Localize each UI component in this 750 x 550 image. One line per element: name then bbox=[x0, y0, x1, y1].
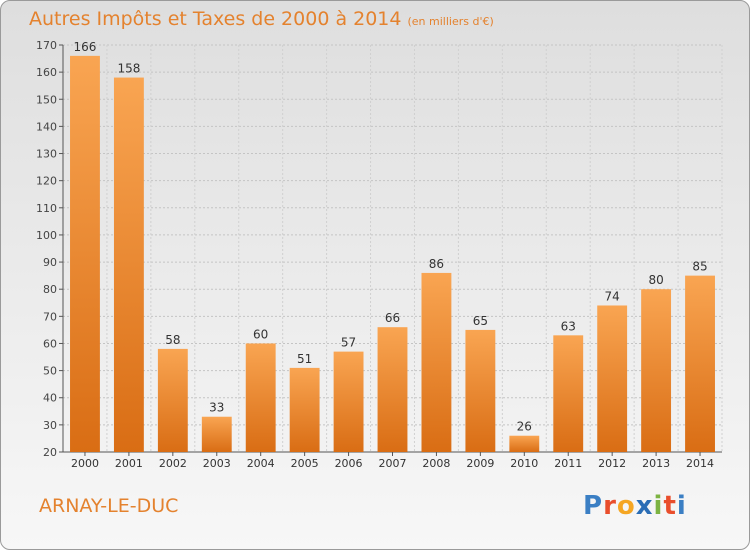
x-tick-label: 2006 bbox=[335, 457, 363, 470]
bars bbox=[70, 55, 715, 452]
commune-name: ARNAY-LE-DUC bbox=[39, 495, 179, 517]
x-tick-label: 2005 bbox=[291, 457, 319, 470]
x-tick-label: 2003 bbox=[203, 457, 231, 470]
x-tick-label: 2007 bbox=[379, 457, 407, 470]
logo-letter: P bbox=[583, 491, 604, 521]
y-tick-label: 100 bbox=[36, 229, 57, 242]
labels: 20 30 40 50 60 70 80 90 100 110 120 130 140 150 160 170… bbox=[36, 39, 714, 470]
x-tick-label: 2011 bbox=[554, 457, 582, 470]
chart-title: Autres Impôts et Taxes de 2000 à 2014 (en… bbox=[29, 8, 494, 30]
x-tick-label: 2008 bbox=[422, 457, 450, 470]
logo-letter: t bbox=[663, 491, 677, 521]
bar-value-label: 63 bbox=[561, 319, 576, 333]
logo-letter: i bbox=[676, 491, 687, 521]
bar bbox=[201, 416, 232, 452]
logo-letter: r bbox=[603, 491, 617, 521]
y-tick-label: 80 bbox=[43, 283, 57, 296]
bar-value-label: 86 bbox=[429, 257, 444, 271]
y-tick-label: 170 bbox=[36, 39, 57, 52]
logo-letter: i bbox=[653, 491, 664, 521]
y-tick-label: 150 bbox=[36, 93, 57, 106]
bar-value-label: 58 bbox=[165, 333, 180, 347]
y-tick-label: 60 bbox=[43, 337, 57, 350]
y-tick-label: 40 bbox=[43, 392, 57, 405]
x-tick-label: 2000 bbox=[71, 457, 99, 470]
x-tick-label: 2002 bbox=[159, 457, 187, 470]
logo-letter: x bbox=[635, 491, 654, 521]
bar bbox=[377, 327, 408, 452]
bar-value-label: 60 bbox=[253, 327, 268, 341]
bar-value-label: 66 bbox=[385, 311, 400, 325]
bar bbox=[245, 343, 276, 452]
bar bbox=[465, 329, 496, 452]
chart-title-text: Autres Impôts et Taxes de 2000 à 2014 bbox=[29, 8, 402, 30]
bar bbox=[597, 305, 628, 452]
bar bbox=[641, 289, 672, 452]
bar bbox=[553, 335, 584, 452]
y-tick-label: 20 bbox=[43, 446, 57, 459]
bar bbox=[157, 348, 188, 452]
y-tick-label: 140 bbox=[36, 120, 57, 133]
y-tick-label: 70 bbox=[43, 310, 57, 323]
y-tick-label: 110 bbox=[36, 202, 57, 215]
bar-value-label: 85 bbox=[692, 260, 707, 274]
bar bbox=[421, 272, 452, 452]
x-tick-label: 2001 bbox=[115, 457, 143, 470]
bar-value-label: 158 bbox=[117, 62, 140, 76]
x-tick-label: 2014 bbox=[686, 457, 714, 470]
y-tick-label: 30 bbox=[43, 419, 57, 432]
x-tick-label: 2004 bbox=[247, 457, 275, 470]
bar-value-label: 51 bbox=[297, 352, 312, 366]
chart-unit: (en milliers d'€) bbox=[407, 15, 494, 28]
bar-value-label: 65 bbox=[473, 314, 488, 328]
bar bbox=[289, 367, 320, 452]
bar bbox=[685, 275, 715, 452]
bar-value-label: 57 bbox=[341, 336, 356, 350]
bar-value-label: 33 bbox=[209, 401, 224, 415]
bar-value-label: 166 bbox=[74, 40, 97, 54]
y-tick-label: 90 bbox=[43, 256, 57, 269]
x-tick-label: 2009 bbox=[466, 457, 494, 470]
logo-letter: o bbox=[616, 491, 636, 521]
y-tick-label: 160 bbox=[36, 66, 57, 79]
x-tick-label: 2013 bbox=[642, 457, 670, 470]
x-tick-label: 2010 bbox=[510, 457, 538, 470]
proxiti-logo: Proxiti bbox=[583, 491, 687, 521]
bar bbox=[113, 77, 144, 452]
y-tick-label: 120 bbox=[36, 175, 57, 188]
y-tick-label: 50 bbox=[43, 365, 57, 378]
bar-value-label: 26 bbox=[517, 420, 532, 434]
x-tick-label: 2012 bbox=[598, 457, 626, 470]
bar-value-label: 80 bbox=[648, 273, 663, 287]
bar bbox=[509, 435, 540, 452]
bar bbox=[333, 351, 364, 452]
bar bbox=[70, 55, 100, 452]
y-tick-label: 130 bbox=[36, 148, 57, 161]
bar-value-label: 74 bbox=[605, 289, 620, 303]
